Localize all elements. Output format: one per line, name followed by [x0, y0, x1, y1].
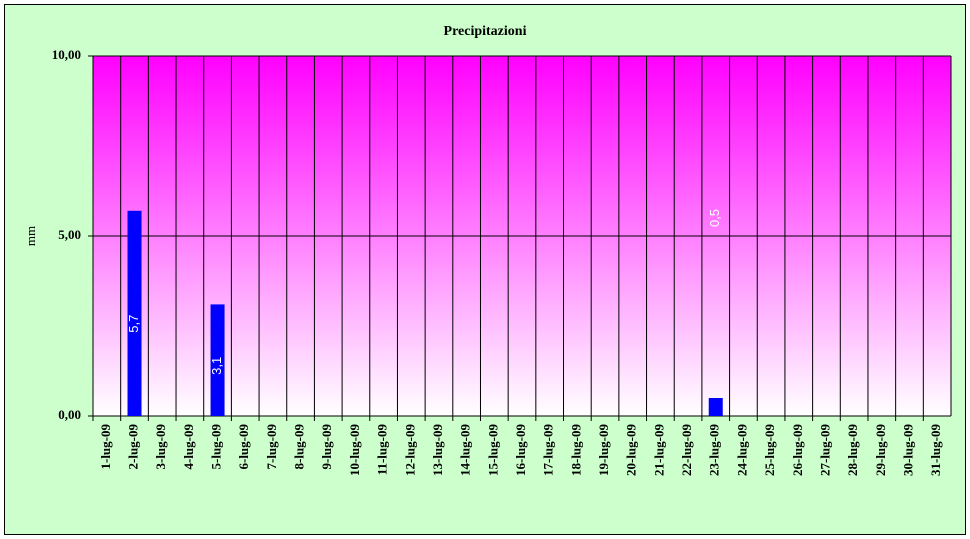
- x-tick-label: 27-lug-09: [817, 424, 832, 477]
- x-tick-label: 25-lug-09: [762, 424, 777, 477]
- x-tick-label: 2-lug-09: [126, 424, 141, 470]
- x-tick-label: 9-lug-09: [319, 424, 334, 470]
- x-tick-label: 29-lug-09: [873, 424, 888, 477]
- x-tick-label: 15-lug-09: [485, 424, 500, 477]
- x-tick-label: 21-lug-09: [651, 424, 666, 477]
- x-tick-label: 3-lug-09: [153, 424, 168, 470]
- x-tick-label: 30-lug-09: [900, 424, 915, 477]
- x-tick-label: 26-lug-09: [790, 424, 805, 477]
- x-tick-label: 14-lug-09: [458, 423, 473, 476]
- x-tick-label: 18-lug-09: [568, 424, 583, 477]
- bar: [127, 210, 142, 416]
- x-tick-label: 13-lug-09: [430, 424, 445, 477]
- x-tick-label: 8-lug-09: [292, 424, 307, 470]
- y-axis-label: mm: [23, 226, 38, 246]
- x-tick-label: 17-lug-09: [541, 424, 556, 477]
- x-tick-label: 19-lug-09: [596, 424, 611, 477]
- x-tick-label: 23-lug-09: [707, 424, 722, 477]
- x-tick-label: 11-lug-09: [375, 424, 390, 476]
- value-label: 3,1: [209, 357, 224, 375]
- y-tick-label: 5,00: [58, 227, 81, 242]
- x-tick-label: 20-lug-09: [624, 424, 639, 477]
- x-tick-label: 5-lug-09: [209, 424, 224, 470]
- x-tick-label: 10-lug-09: [347, 424, 362, 477]
- y-tick-label: 10,00: [52, 47, 81, 62]
- x-tick-label: 24-lug-09: [734, 424, 749, 477]
- x-tick-label: 4-lug-09: [181, 424, 196, 470]
- value-label: 0,5: [707, 209, 722, 227]
- x-tick-label: 16-lug-09: [513, 424, 528, 477]
- x-tick-label: 7-lug-09: [264, 424, 279, 470]
- x-tick-label: 6-lug-09: [236, 424, 251, 470]
- bar: [708, 398, 723, 416]
- x-tick-label: 22-lug-09: [679, 424, 694, 477]
- x-tick-label: 12-lug-09: [402, 424, 417, 477]
- value-label: 5,7: [126, 315, 141, 333]
- x-tick-label: 1-lug-09: [98, 424, 113, 470]
- x-tick-label: 28-lug-09: [845, 424, 860, 477]
- chart-title: Precipitazioni: [444, 24, 527, 39]
- y-tick-label: 0,00: [58, 407, 81, 422]
- x-tick-label: 31-lug-09: [928, 424, 943, 477]
- bar: [210, 304, 225, 416]
